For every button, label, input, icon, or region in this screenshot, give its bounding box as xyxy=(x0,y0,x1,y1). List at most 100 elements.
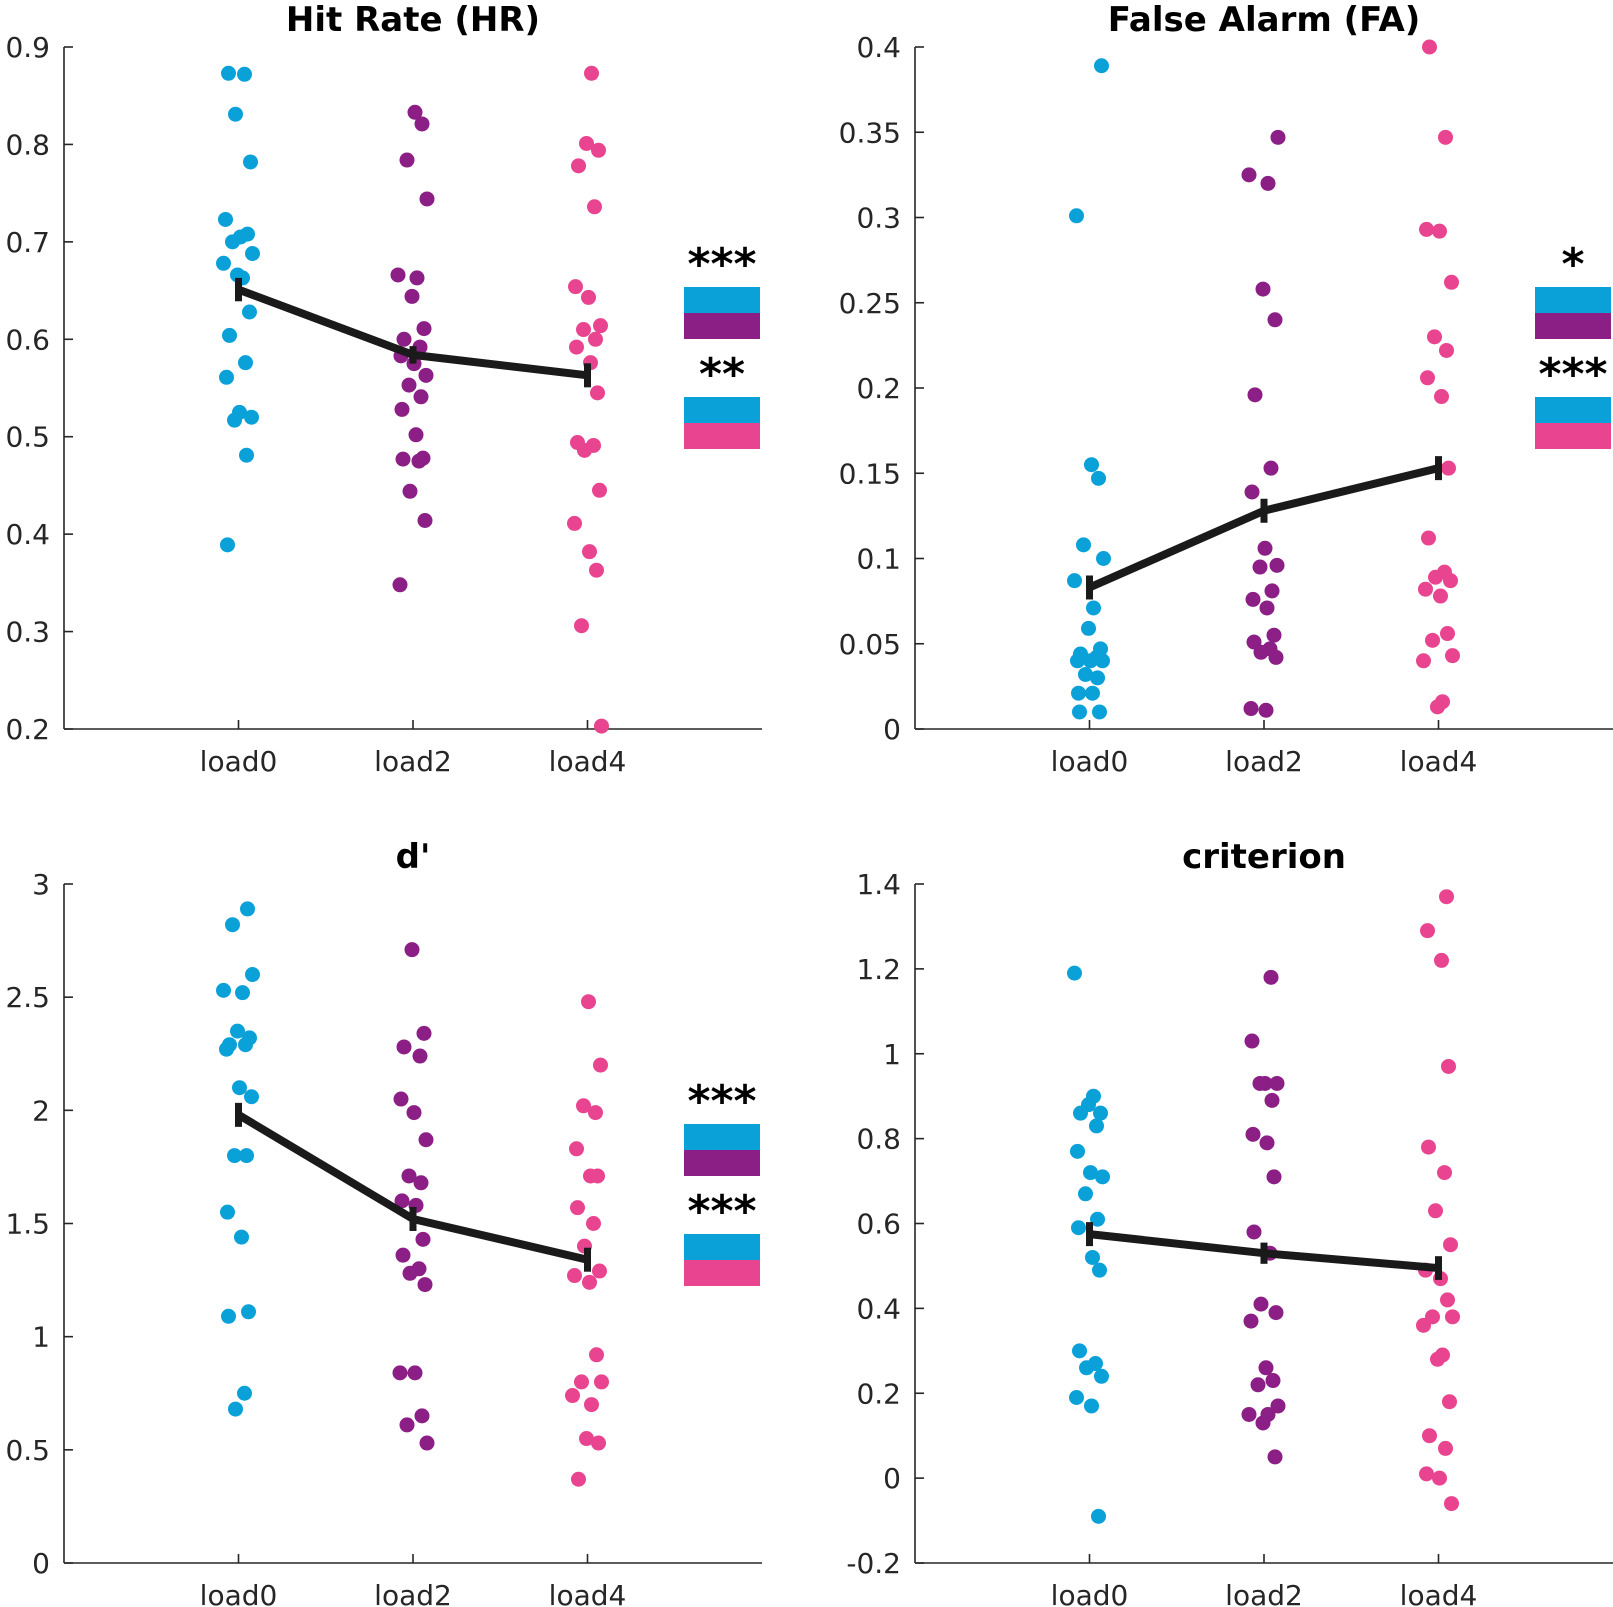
mean-line xyxy=(236,1111,589,1264)
data-point-load4 xyxy=(574,618,589,634)
data-point-load0 xyxy=(1094,1368,1109,1384)
y-tick-label: 0.4 xyxy=(856,31,901,64)
data-point-load4 xyxy=(1441,1058,1456,1074)
data-point-load4 xyxy=(1419,221,1434,237)
data-point-load2 xyxy=(1264,1092,1280,1108)
data-point-load4 xyxy=(1428,569,1443,585)
data-point-load0 xyxy=(219,369,234,385)
panel-3: d' 0 0.5 1 1.5 2 2.5 3 load0 load2 load4 *** *** xyxy=(5,837,762,1607)
data-point-load4 xyxy=(584,1397,599,1413)
data-point-load0 xyxy=(244,409,259,425)
data-point-load0 xyxy=(1093,1105,1108,1121)
data-point-load4 xyxy=(588,331,603,347)
data-point-load2 xyxy=(402,483,418,499)
y-tick-label: 0.3 xyxy=(5,616,50,649)
data-point-load4 xyxy=(592,1263,607,1279)
data-point-load4 xyxy=(569,339,584,355)
data-point-load2 xyxy=(414,1408,430,1424)
data-point-load0 xyxy=(227,412,242,428)
data-point-load2 xyxy=(1257,540,1273,556)
data-point-load2 xyxy=(1266,1169,1282,1185)
data-point-load0 xyxy=(1096,551,1111,566)
data-point-load0 xyxy=(1070,1143,1085,1159)
data-point-load4 xyxy=(1416,1317,1431,1333)
data-point-load2 xyxy=(399,1417,415,1433)
data-point-load4 xyxy=(1425,632,1440,648)
data-point-load4 xyxy=(586,1216,601,1231)
data-point-load2 xyxy=(1244,1033,1260,1049)
data-point-load4 xyxy=(1439,342,1454,358)
data-point-load0 xyxy=(1095,1169,1110,1185)
data-point-load4 xyxy=(576,322,591,338)
data-point-load2 xyxy=(1263,969,1279,985)
data-point-load2 xyxy=(396,331,412,347)
data-point-load2 xyxy=(1269,557,1285,573)
data-point-load2 xyxy=(390,267,406,283)
data-point-load4 xyxy=(1444,274,1459,290)
data-point-load4 xyxy=(576,1098,591,1114)
y-tick-label: 0.4 xyxy=(856,1292,901,1325)
panel-title: Hit Rate (HR) xyxy=(286,0,540,40)
data-point-load2 xyxy=(395,451,411,467)
data-point-load2 xyxy=(393,1091,409,1107)
data-point-load2 xyxy=(401,377,417,393)
y-tick-label: 0.6 xyxy=(5,323,50,356)
data-point-load2 xyxy=(392,577,408,593)
significance-swatch-load4 xyxy=(684,423,760,449)
data-point-load2 xyxy=(404,942,420,958)
data-point-load4 xyxy=(1432,223,1447,239)
data-point-load0 xyxy=(237,1385,252,1401)
data-point-load2 xyxy=(1255,281,1271,297)
data-point-load4 xyxy=(588,1105,603,1121)
significance-stars: * xyxy=(1561,239,1584,290)
data-point-load4 xyxy=(1430,699,1445,715)
data-point-load2 xyxy=(1267,312,1283,328)
data-point-load2 xyxy=(413,389,429,405)
data-point-load0 xyxy=(1092,1262,1107,1278)
data-point-load0 xyxy=(1067,573,1082,589)
data-point-load4 xyxy=(1437,1165,1452,1181)
data-point-load0 xyxy=(1094,58,1109,74)
data-point-load0 xyxy=(241,1304,256,1320)
y-tick-label: 0.35 xyxy=(839,116,901,149)
data-point-load2 xyxy=(1245,1126,1261,1142)
data-point-load2 xyxy=(418,1132,434,1148)
y-tick-label: 0.8 xyxy=(856,1123,901,1156)
x-tick-label-load4: load4 xyxy=(1400,1579,1478,1607)
data-point-load4 xyxy=(565,1388,580,1404)
x-tick-label-load4: load4 xyxy=(549,1579,627,1607)
data-point-load0 xyxy=(1081,620,1096,636)
data-point-load2 xyxy=(1258,1360,1274,1376)
data-point-load4 xyxy=(1418,581,1433,597)
significance-swatch-load0 xyxy=(1535,397,1611,423)
data-point-load0 xyxy=(245,246,260,262)
data-point-load4 xyxy=(589,562,604,578)
data-point-load2 xyxy=(419,191,435,207)
data-point-load0 xyxy=(1071,1220,1086,1236)
data-point-load2 xyxy=(395,1247,411,1263)
data-point-load0 xyxy=(240,226,255,242)
significance-stars: *** xyxy=(687,1076,756,1127)
data-point-load2 xyxy=(1259,1135,1275,1151)
data-point-load2 xyxy=(417,1277,433,1293)
data-point-load0 xyxy=(1095,653,1110,669)
data-point-load4 xyxy=(1422,39,1437,55)
data-point-load2 xyxy=(1250,1377,1266,1393)
data-point-load2 xyxy=(413,1175,429,1191)
data-point-load4 xyxy=(1440,1292,1455,1308)
significance-swatch-load0 xyxy=(684,1234,760,1260)
data-point-load4 xyxy=(1434,389,1449,405)
y-tick-label: 0.7 xyxy=(5,226,50,259)
y-tick-label: 0.6 xyxy=(856,1208,901,1241)
data-point-load2 xyxy=(1252,1075,1268,1091)
data-point-load4 xyxy=(568,279,583,295)
data-point-load0 xyxy=(244,1089,259,1105)
data-point-load2 xyxy=(1268,1305,1284,1321)
data-point-load4 xyxy=(1440,626,1455,642)
data-point-load0 xyxy=(218,211,233,227)
x-tick-label-load2: load2 xyxy=(1225,1579,1303,1607)
data-point-load4 xyxy=(1441,460,1456,476)
significance-swatch-load2 xyxy=(684,313,760,339)
significance-swatch-load0 xyxy=(684,397,760,423)
